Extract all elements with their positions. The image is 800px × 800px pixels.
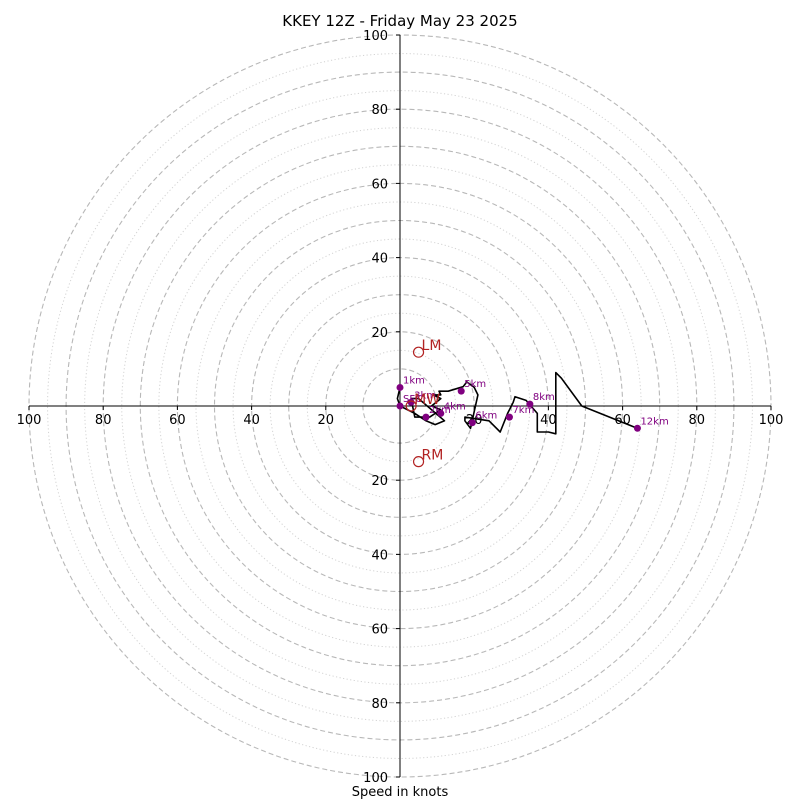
height-marker-label: 6km	[475, 411, 497, 422]
height-marker-point	[422, 413, 430, 421]
storm-motion-point	[405, 400, 417, 412]
height-marker-point	[396, 402, 404, 410]
x-tick-label: 80	[95, 413, 112, 428]
height-marker-label: 7km	[512, 405, 534, 416]
x-tick-label: 100	[759, 413, 784, 428]
height-marker-label: 5km	[464, 379, 486, 390]
y-tick-label: 100	[363, 771, 388, 786]
hodograph-line	[396, 371, 638, 435]
y-tick-label: 60	[371, 177, 388, 192]
y-tick-label: 60	[371, 623, 388, 638]
y-tick-label: 80	[371, 103, 388, 118]
height-marker-point	[407, 398, 415, 406]
x-tick-label: 40	[243, 413, 260, 428]
storm-motion-label: MW	[414, 392, 440, 408]
y-tick-label: 80	[371, 697, 388, 712]
storm-motion-point	[412, 346, 425, 358]
height-marker-label: 12km	[640, 416, 668, 427]
chart-title: KKEY 12Z - Friday May 23 2025	[282, 12, 517, 30]
height-marker-point	[437, 409, 445, 417]
y-tick-label: 40	[371, 548, 388, 563]
height-marker-point	[633, 424, 641, 432]
height-marker-point	[505, 413, 513, 421]
height-marker-label: 4km	[444, 401, 466, 412]
x-tick-label: 40	[540, 413, 557, 428]
x-tick-label: 80	[689, 413, 706, 428]
height-markers: 1km2km3km4km5km6km7km8km12kmSFC	[396, 375, 669, 432]
height-marker-label: 1km	[403, 375, 425, 386]
height-marker-label: 3km	[414, 390, 436, 401]
x-tick-label: 60	[169, 413, 186, 428]
height-marker-point	[457, 387, 465, 395]
hodograph-trace	[396, 371, 638, 435]
storm-motion-label: RM	[422, 448, 444, 464]
y-tick-label: 20	[371, 474, 388, 489]
height-marker-point	[526, 400, 534, 408]
x-tick-label: 100	[17, 413, 42, 428]
height-marker-point	[468, 419, 476, 427]
y-tick-label: 100	[363, 29, 388, 44]
height-marker-point	[396, 383, 404, 391]
x-axis-label: Speed in knots	[352, 785, 449, 800]
storm-motion-markers: LM MW RM	[405, 338, 444, 468]
height-marker-label: 8km	[533, 392, 555, 403]
x-tick-label: 20	[318, 413, 335, 428]
y-tick-label: 20	[371, 326, 388, 341]
storm-motion-point	[412, 456, 425, 468]
y-tick-label: 40	[371, 252, 388, 267]
storm-motion-label: LM	[422, 338, 442, 354]
height-marker-label: SFC	[403, 394, 422, 405]
